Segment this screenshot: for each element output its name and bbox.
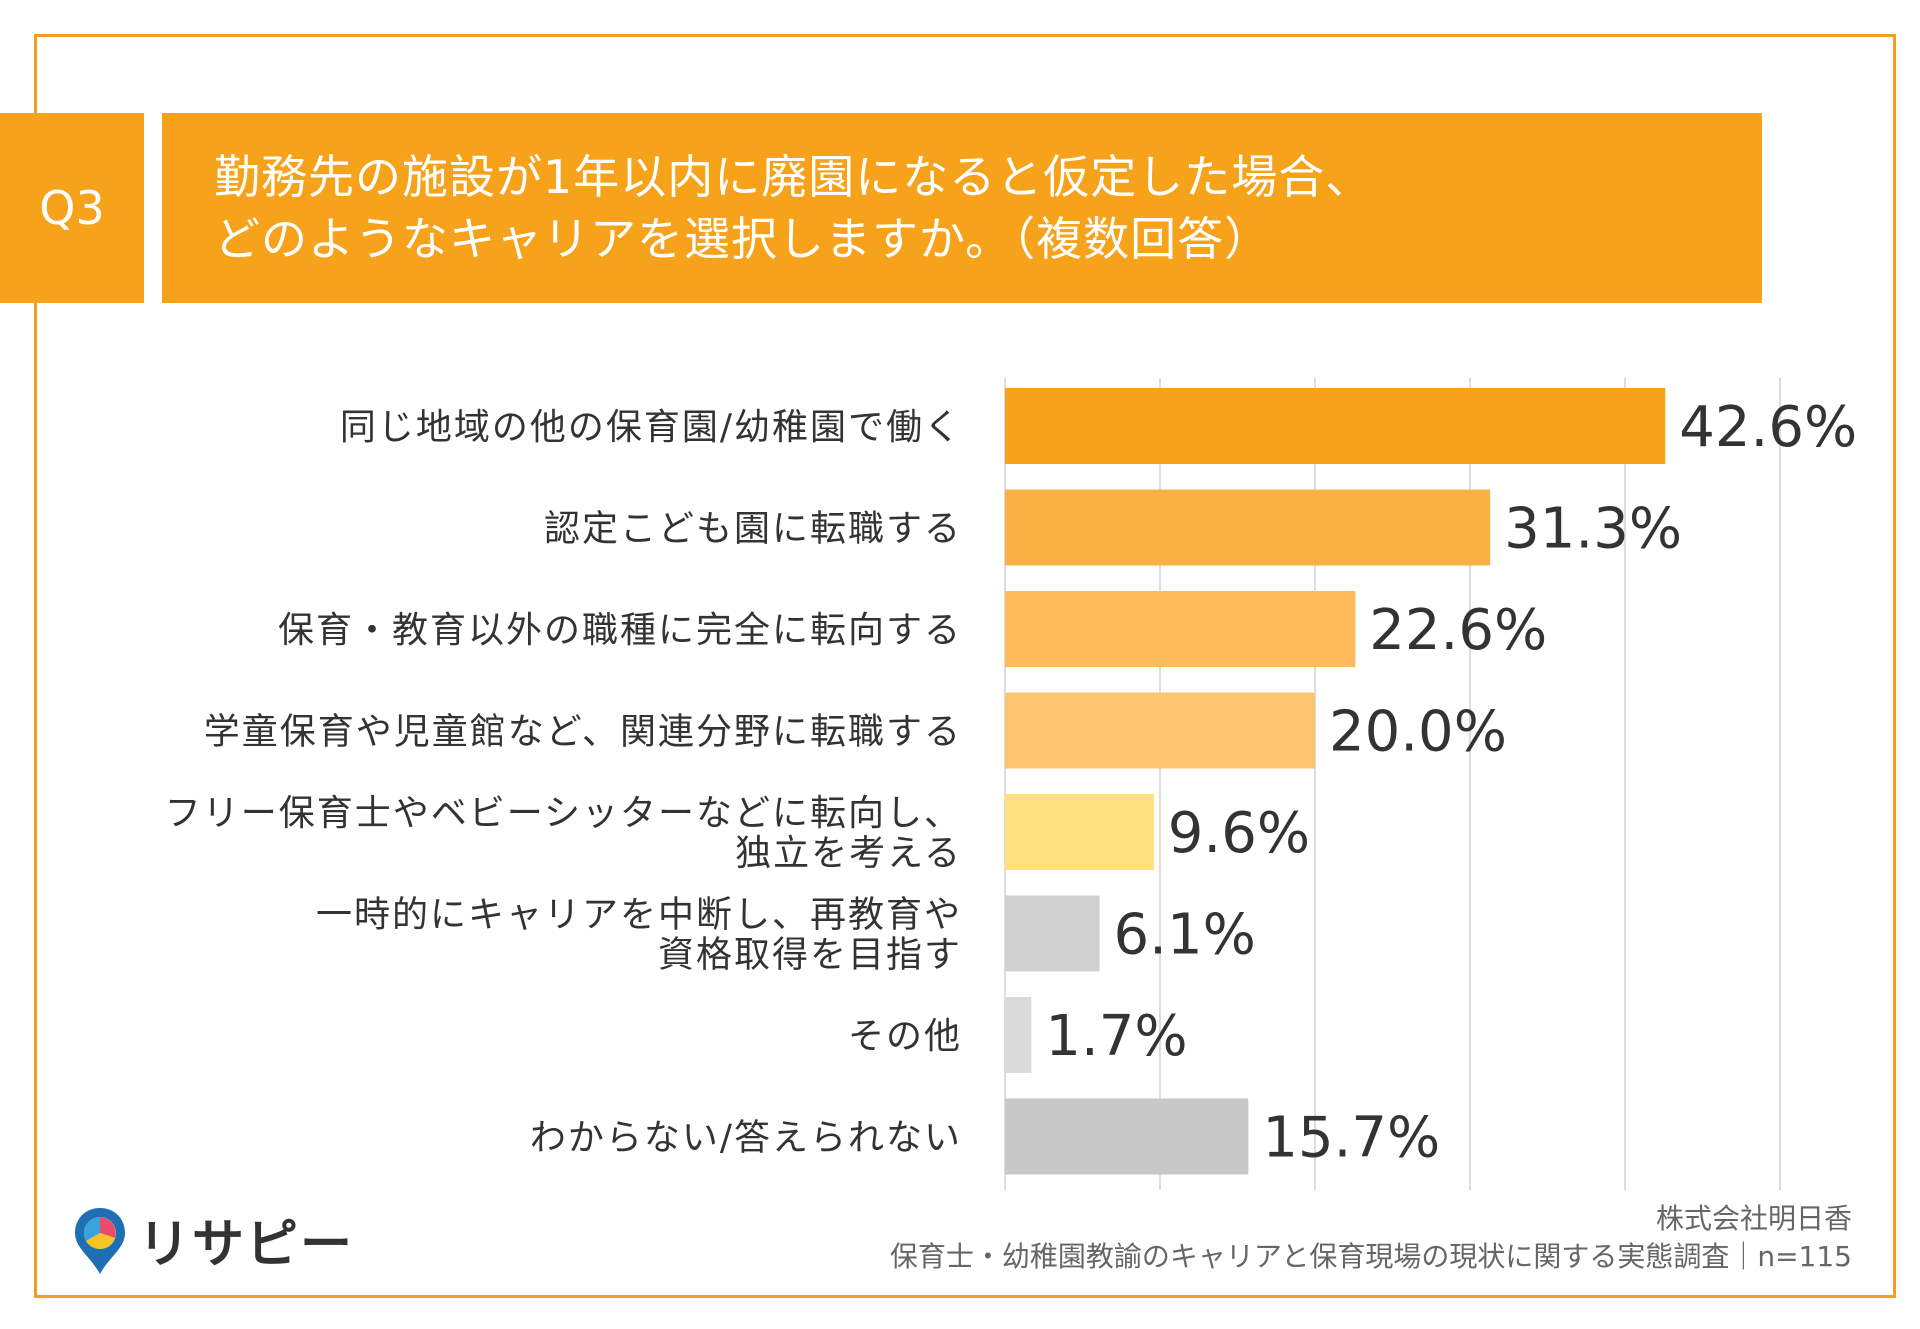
category-label: 同じ地域の他の保育園/幼稚園で働く bbox=[340, 407, 962, 448]
footer-survey: 保育士・幼稚園教諭のキャリアと保育現場の現状に関する実態調査｜n=115 bbox=[889, 1240, 1852, 1273]
question-title-line-2: どのようなキャリアを選択しますか。（複数回答） bbox=[214, 212, 1272, 266]
value-label: 15.7% bbox=[1262, 1106, 1440, 1171]
question-number-badge: Q3 bbox=[0, 113, 144, 303]
value-label: 6.1% bbox=[1114, 903, 1256, 968]
bar bbox=[1005, 794, 1154, 870]
value-labels: 42.6% 31.3% 22.6% 20.0% 9.6% 6.1% 1.7% 15.7% bbox=[1045, 395, 1857, 1171]
category-label: わからない/答えられない bbox=[530, 1118, 962, 1159]
category-label: 保育・教育以外の職種に完全に転向する bbox=[278, 610, 962, 651]
question-title-line-1: 勤務先の施設が1年以内に廃園になると仮定した場合、 bbox=[214, 150, 1373, 204]
value-label: 22.6% bbox=[1369, 598, 1547, 663]
bar bbox=[1005, 591, 1356, 667]
value-label: 9.6% bbox=[1168, 801, 1310, 866]
value-label: 31.3% bbox=[1504, 497, 1682, 562]
category-label: 資格取得を目指す bbox=[658, 935, 962, 976]
value-label: 1.7% bbox=[1045, 1004, 1187, 1069]
question-title-banner: 勤務先の施設が1年以内に廃園になると仮定した場合、 どのようなキャリアを選択しま… bbox=[162, 113, 1762, 303]
value-label: 20.0% bbox=[1329, 700, 1507, 765]
question-number: Q3 bbox=[39, 181, 105, 235]
logo-text: リサピー bbox=[138, 1215, 355, 1275]
category-label: 学童保育や児童館など、関連分野に転職する bbox=[204, 712, 962, 753]
bar bbox=[1005, 489, 1491, 566]
footer-company: 株式会社明日香 bbox=[1655, 1202, 1852, 1235]
category-label: 独立を考える bbox=[735, 833, 962, 874]
bar bbox=[1005, 1098, 1249, 1175]
category-label: 一時的にキャリアを中断し、再教育や bbox=[316, 895, 962, 936]
bar bbox=[1005, 895, 1100, 972]
chart-frame bbox=[34, 34, 1896, 1298]
bar bbox=[1005, 692, 1315, 769]
bar bbox=[1005, 997, 1032, 1073]
category-label: その他 bbox=[848, 1016, 962, 1057]
bars bbox=[1005, 388, 1666, 1175]
value-label: 42.6% bbox=[1679, 395, 1857, 460]
pin-logo-icon bbox=[75, 1207, 125, 1274]
logo: リサピー bbox=[70, 1202, 354, 1277]
category-label: 認定こども園に転職する bbox=[544, 509, 962, 550]
category-labels: 同じ地域の他の保育園/幼稚園で働く認定こども園に転職する保育・教育以外の職種に完… bbox=[165, 407, 962, 1159]
bar bbox=[1005, 388, 1666, 464]
category-label: フリー保育士やベビーシッターなどに転向し、 bbox=[165, 793, 962, 834]
